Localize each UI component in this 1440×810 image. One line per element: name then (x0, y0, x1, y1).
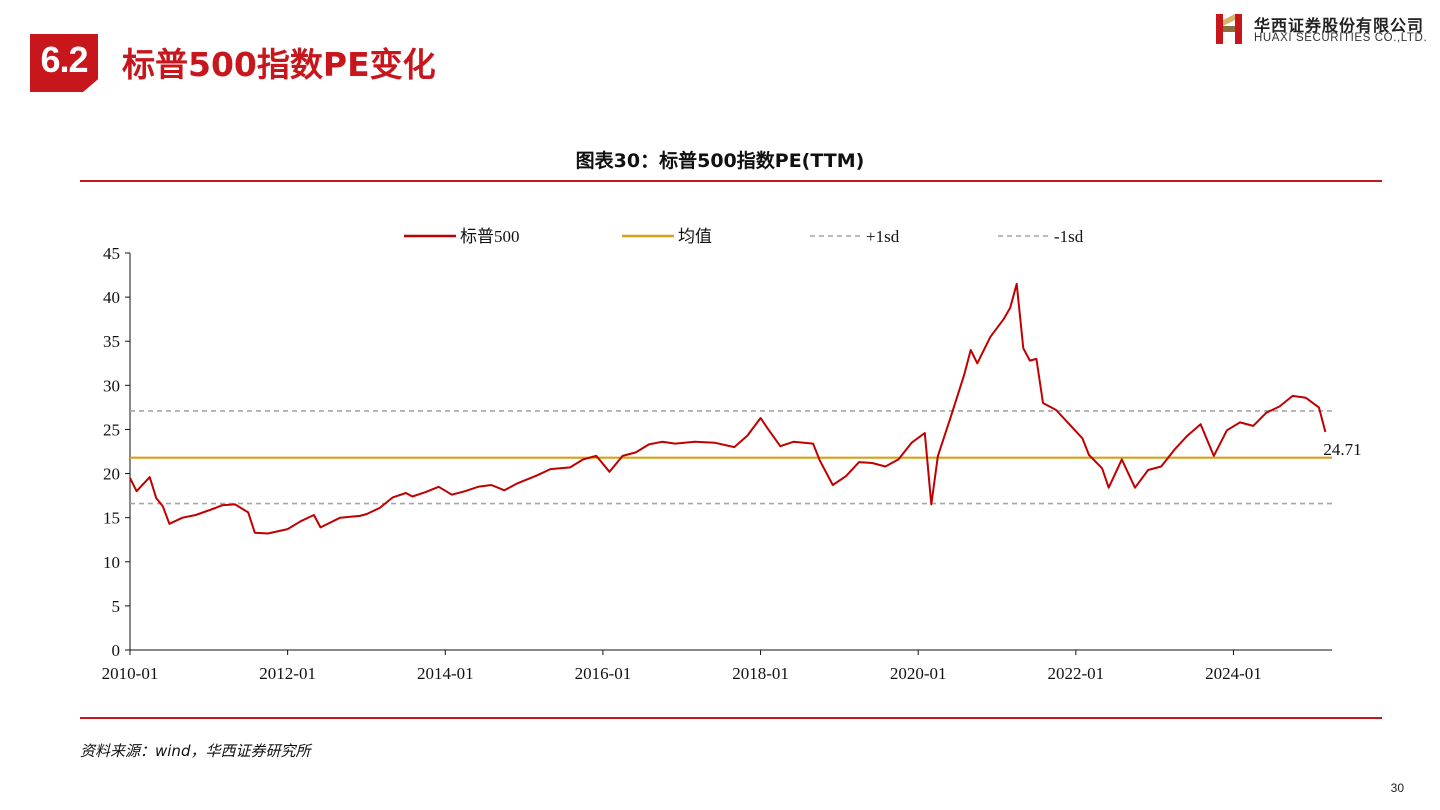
series-line (129, 282, 1327, 535)
legend-label: 标普500 (460, 227, 520, 246)
logo-name-cn: 华西证券股份有限公司 (1254, 16, 1425, 35)
y-tick-label: 45 (103, 244, 120, 263)
chart-title: 图表30：标普500指数PE(TTM) (575, 150, 865, 172)
company-logo: 华西证券股份有限公司 HUAXI SECURITIES CO.,LTD. (1214, 12, 1428, 48)
legend-label: 均值 (678, 227, 712, 246)
x-tick-label: 2022-01 (1048, 664, 1105, 683)
source-note: 资料来源：wind，华西证券研究所 (80, 742, 311, 760)
page-title: 标普500指数PE变化 (122, 45, 436, 84)
x-tick-label: 2016-01 (575, 664, 632, 683)
y-tick-label: 10 (103, 553, 120, 572)
x-tick-label: 2012-01 (259, 664, 316, 683)
last-value-label: 24.71 (1323, 440, 1361, 459)
y-tick-label: 30 (103, 376, 120, 395)
section-number-badge: 6.2 (30, 34, 98, 92)
legend-label: -1sd (1054, 227, 1084, 246)
page-number: 30 (1390, 781, 1404, 795)
legend-label: +1sd (866, 227, 900, 246)
bottom-divider (80, 717, 1382, 719)
x-tick-label: 2014-01 (417, 664, 474, 683)
huaxi-logo-icon (1216, 14, 1242, 44)
x-tick-label: 2010-01 (102, 664, 159, 683)
y-tick-label: 20 (103, 465, 120, 484)
y-tick-label: 15 (103, 509, 120, 528)
y-tick-label: 25 (103, 420, 120, 439)
y-tick-label: 0 (112, 641, 121, 660)
y-tick-label: 5 (112, 597, 121, 616)
y-tick-label: 35 (103, 332, 120, 351)
y-tick-label: 40 (103, 288, 120, 307)
top-divider (80, 180, 1382, 182)
x-tick-label: 2018-01 (732, 664, 789, 683)
logo-name-en: HUAXI SECURITIES CO.,LTD. (1254, 32, 1428, 44)
x-tick-label: 2024-01 (1205, 664, 1262, 683)
x-tick-label: 2020-01 (890, 664, 947, 683)
